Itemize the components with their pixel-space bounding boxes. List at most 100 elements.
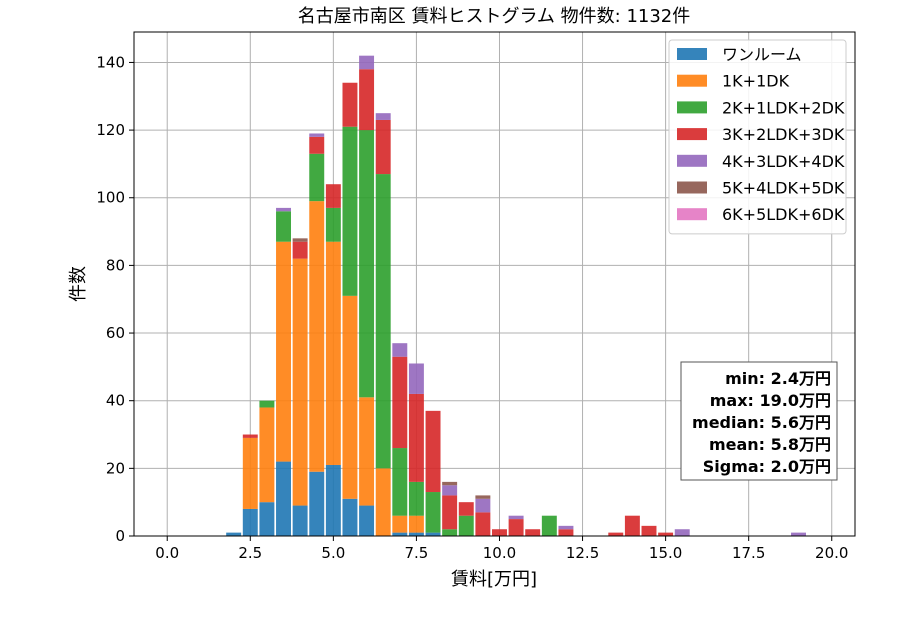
x-axis: 0.0 2.5 5.0 7.5 10.0 12.5 15.0 17.5 20.0 bbox=[155, 536, 848, 562]
bar-segment bbox=[259, 407, 275, 503]
legend-label: 3K+2LDK+3DK bbox=[722, 125, 845, 144]
bar-segment bbox=[309, 136, 325, 154]
x-tick-label: 20.0 bbox=[815, 544, 848, 562]
bars bbox=[226, 55, 806, 536]
bar-segment bbox=[359, 55, 375, 70]
bar-segment bbox=[408, 515, 424, 533]
bar-segment bbox=[541, 515, 557, 536]
bar-segment bbox=[325, 207, 341, 242]
x-tick-label: 10.0 bbox=[483, 544, 516, 562]
bar-segment bbox=[259, 400, 275, 408]
bar-segment bbox=[342, 295, 358, 499]
bar-segment bbox=[309, 153, 325, 202]
bar-segment bbox=[325, 184, 341, 208]
bar-segment bbox=[408, 532, 424, 536]
x-tick-label: 0.0 bbox=[155, 544, 179, 562]
bar-segment bbox=[558, 529, 574, 536]
bar-segment bbox=[359, 397, 375, 506]
bar-segment bbox=[442, 529, 458, 536]
bar-segment bbox=[309, 201, 325, 472]
legend-label: 5K+4LDK+5DK bbox=[722, 179, 845, 198]
bar-segment bbox=[392, 515, 408, 533]
bar-segment bbox=[276, 241, 291, 462]
bar-segment bbox=[458, 515, 474, 536]
x-tick-label: 15.0 bbox=[649, 544, 682, 562]
bar-segment bbox=[342, 126, 358, 296]
y-axis: 0 20 40 60 80 100 120 140 bbox=[96, 53, 134, 545]
bar-segment bbox=[292, 238, 308, 242]
plot-frame bbox=[133, 31, 856, 537]
legend-swatch bbox=[677, 48, 707, 60]
stats-line: Sigma: 2.0万円 bbox=[703, 457, 831, 476]
bar-segment bbox=[442, 485, 458, 496]
bar-segment bbox=[375, 174, 391, 469]
bar-segment bbox=[508, 519, 524, 536]
bar-segment bbox=[342, 498, 358, 536]
y-tick-label: 0 bbox=[115, 527, 125, 545]
x-tick-label: 12.5 bbox=[566, 544, 599, 562]
bar-segment bbox=[392, 448, 408, 516]
bar-segment bbox=[475, 512, 491, 536]
bar-segment bbox=[292, 505, 308, 536]
x-tick-label: 7.5 bbox=[404, 544, 428, 562]
legend-swatch bbox=[677, 154, 707, 167]
legend-label: 1K+1DK bbox=[722, 72, 790, 91]
stats-line: median: 5.6万円 bbox=[692, 413, 831, 432]
bar-segment bbox=[226, 532, 242, 536]
bar-segment bbox=[442, 481, 458, 486]
x-tick-label: 5.0 bbox=[321, 544, 345, 562]
stats-line: max: 19.0万円 bbox=[710, 391, 831, 410]
y-tick-label: 40 bbox=[106, 392, 125, 410]
bar-segment bbox=[292, 241, 308, 259]
y-tick-label: 100 bbox=[96, 189, 125, 207]
bar-segment bbox=[525, 529, 541, 536]
legend-label: 2K+1LDK+2DK bbox=[722, 98, 845, 117]
bar-segment bbox=[309, 133, 325, 137]
bar-segment bbox=[408, 363, 424, 394]
legend-label: ワンルーム bbox=[722, 45, 802, 64]
bar-segment bbox=[276, 461, 291, 536]
bar-segment bbox=[475, 495, 491, 499]
bar-segment bbox=[359, 69, 375, 131]
legend: ワンルーム 1K+1DK 2K+1LDK+2DK 3K+2LDK+3DK 4K+3LDK… bbox=[668, 39, 847, 235]
stats-line: min: 2.4万円 bbox=[725, 369, 831, 388]
bar-segment bbox=[442, 495, 458, 530]
bar-segment bbox=[408, 393, 424, 482]
bar-segment bbox=[375, 468, 391, 536]
legend-frame bbox=[668, 39, 847, 235]
bar-segment bbox=[492, 529, 507, 536]
x-tick-label: 17.5 bbox=[732, 544, 765, 562]
bar-segment bbox=[325, 241, 341, 465]
bar-segment bbox=[608, 532, 624, 536]
bar-segment bbox=[425, 492, 441, 533]
bar-segment bbox=[342, 82, 358, 127]
bar-segment bbox=[359, 505, 375, 536]
legend-swatch bbox=[677, 101, 707, 114]
bar-segment bbox=[392, 356, 408, 449]
bar-segment bbox=[624, 515, 640, 536]
bar-segment bbox=[292, 258, 308, 506]
bar-segment bbox=[392, 532, 408, 536]
bar-segment bbox=[425, 410, 441, 493]
x-tick-label: 2.5 bbox=[238, 544, 262, 562]
bar-segment bbox=[325, 464, 341, 536]
bar-segment bbox=[392, 343, 408, 357]
y-axis-label: 件数 bbox=[68, 266, 89, 302]
y-tick-label: 120 bbox=[96, 121, 125, 139]
bar-segment bbox=[558, 525, 574, 530]
y-tick-label: 60 bbox=[106, 324, 125, 342]
bar-segment bbox=[375, 119, 391, 175]
x-axis-label: 賃料[万円] bbox=[451, 569, 537, 590]
bar-segment bbox=[242, 437, 258, 509]
bar-segment bbox=[508, 515, 524, 520]
stats-box: min: 2.4万円 max: 19.0万円 median: 5.6万円 mean: … bbox=[680, 361, 838, 481]
legend-label: 4K+3LDK+4DK bbox=[722, 152, 845, 171]
legend-swatch bbox=[677, 74, 707, 87]
bar-segment bbox=[458, 502, 474, 516]
bar-segment bbox=[641, 525, 657, 536]
bar-segment bbox=[791, 532, 806, 536]
bar-segment bbox=[658, 532, 674, 536]
bar-segment bbox=[309, 471, 325, 536]
bar-segment bbox=[359, 130, 375, 398]
